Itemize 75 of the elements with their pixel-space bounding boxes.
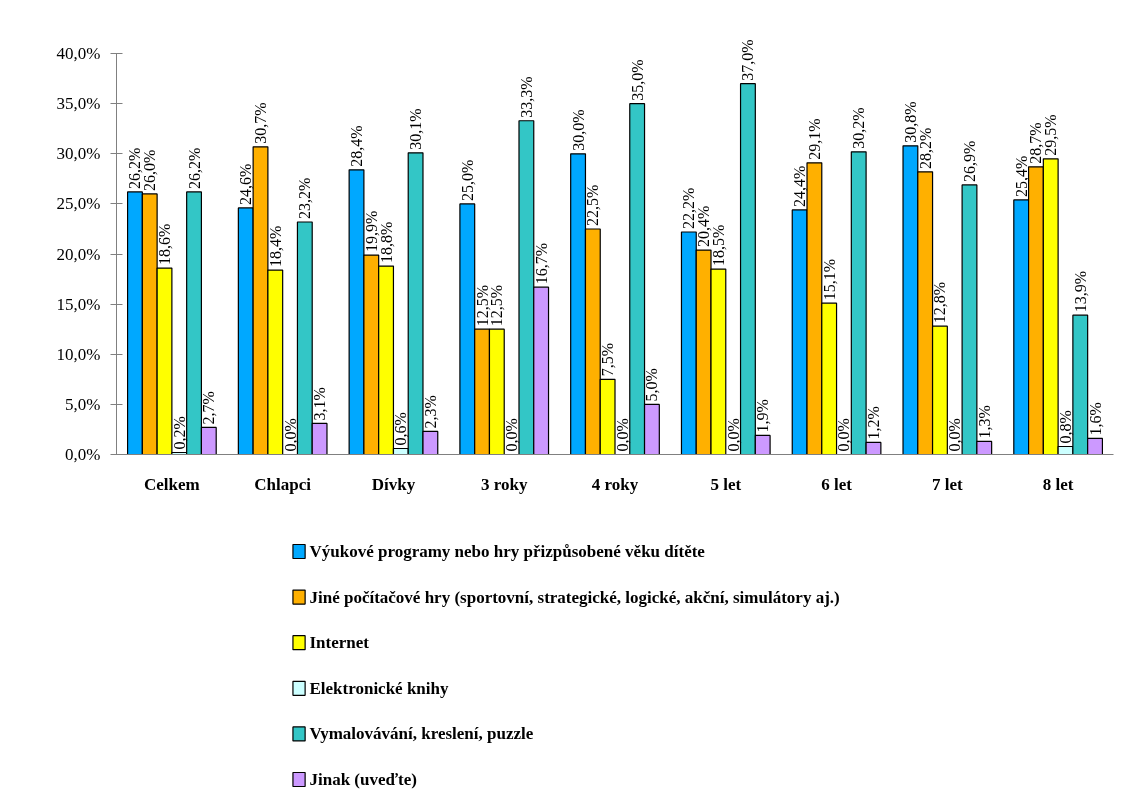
data-label: 2,7% — [200, 391, 218, 425]
data-label: 0,0% — [724, 418, 742, 452]
data-label: 0,0% — [946, 418, 964, 452]
y-tick-label: 35,0% — [56, 94, 101, 114]
x-tick-label: 7 let — [931, 474, 964, 494]
data-label: 26,0% — [141, 149, 159, 191]
data-label: 26,2% — [185, 147, 203, 189]
data-label: 19,9% — [362, 210, 380, 253]
data-label: 24,6% — [237, 163, 255, 205]
data-label: 24,4% — [791, 165, 809, 207]
data-label: 28,7% — [1027, 122, 1045, 164]
x-tick-label: Celkem — [144, 474, 200, 494]
data-label: 30,1% — [407, 108, 425, 150]
data-label: 30,0% — [569, 109, 587, 151]
x-tick-label: 8 let — [1042, 474, 1074, 494]
data-label: 0,0% — [835, 418, 853, 452]
data-label: 5,0% — [643, 368, 661, 402]
data-label: 16,7% — [532, 242, 550, 285]
data-label: 25,4% — [1012, 155, 1030, 197]
y-tick-label: 5,0% — [65, 394, 101, 414]
data-label: 33,3% — [517, 76, 535, 118]
data-label: 18,6% — [156, 223, 173, 266]
y-tick-label: 30,0% — [56, 144, 101, 164]
data-label: 18,4% — [266, 225, 284, 268]
data-label: 28,2% — [916, 127, 934, 169]
x-tick-label: 4 roky — [591, 474, 639, 494]
y-tick-label: 40,0% — [56, 44, 101, 64]
y-tick-label: 15,0% — [56, 294, 101, 314]
x-tick-label: 6 let — [821, 474, 853, 494]
data-label: 22,2% — [680, 187, 698, 229]
x-tick-label: Dívky — [371, 474, 416, 494]
data-label: 7,5% — [599, 343, 617, 377]
data-label: 20,4% — [695, 205, 713, 248]
legend-label: Internet — [309, 633, 370, 653]
data-label: 12,5% — [473, 284, 491, 327]
data-label: 13,9% — [1071, 270, 1089, 313]
data-label: 35,0% — [628, 59, 646, 101]
data-label: 37,0% — [739, 39, 757, 81]
data-label: 0,8% — [1057, 410, 1074, 444]
data-label: 0,2% — [170, 416, 188, 450]
x-tick-label: 3 roky — [481, 474, 528, 494]
y-tick-label: 20,0% — [56, 244, 101, 264]
data-label: 23,2% — [296, 177, 314, 219]
data-label: 30,2% — [850, 107, 868, 149]
data-label: 0,0% — [613, 418, 631, 452]
legend-label: Elektronické knihy — [309, 678, 449, 698]
data-label: 1,6% — [1086, 402, 1104, 436]
legend-label: Jinak (uveďte) — [309, 770, 417, 789]
x-tick-label: 5 let — [710, 474, 742, 494]
data-label: 0,0% — [503, 418, 521, 452]
data-label: 15,1% — [820, 258, 838, 301]
data-label: 26,2% — [126, 147, 144, 189]
data-label: 3,1% — [311, 387, 329, 421]
data-label: 1,3% — [975, 405, 993, 439]
data-label: 30,7% — [252, 102, 270, 144]
data-label: 1,2% — [864, 406, 882, 440]
data-label: 26,9% — [960, 140, 978, 182]
data-label: 25,0% — [458, 159, 476, 201]
y-tick-label: 10,0% — [56, 344, 101, 364]
legend-label: Výukové programy nebo hry přizpůsobené věku dítěte — [309, 542, 706, 561]
data-label: 2,3% — [421, 395, 439, 429]
data-label: 0,6% — [392, 412, 410, 446]
data-label: 30,8% — [901, 101, 919, 143]
data-label: 12,8% — [931, 281, 949, 324]
data-label: 1,9% — [754, 399, 772, 433]
y-tick-label: 0,0% — [65, 445, 101, 464]
legend-label: Jiné počítačové hry (sportovní, strategické, logické, akční, simulátory aj.) — [309, 587, 840, 607]
legend-label: Vymalovávání, kreslení, puzzle — [309, 724, 534, 744]
data-label: 22,5% — [584, 184, 602, 226]
data-label: 29,5% — [1042, 114, 1060, 156]
data-label: 28,4% — [348, 125, 366, 167]
data-label: 0,0% — [281, 418, 299, 452]
y-tick-label: 25,0% — [56, 194, 101, 214]
x-tick-label: Chlapci — [254, 474, 312, 494]
data-label: 29,1% — [805, 118, 823, 160]
